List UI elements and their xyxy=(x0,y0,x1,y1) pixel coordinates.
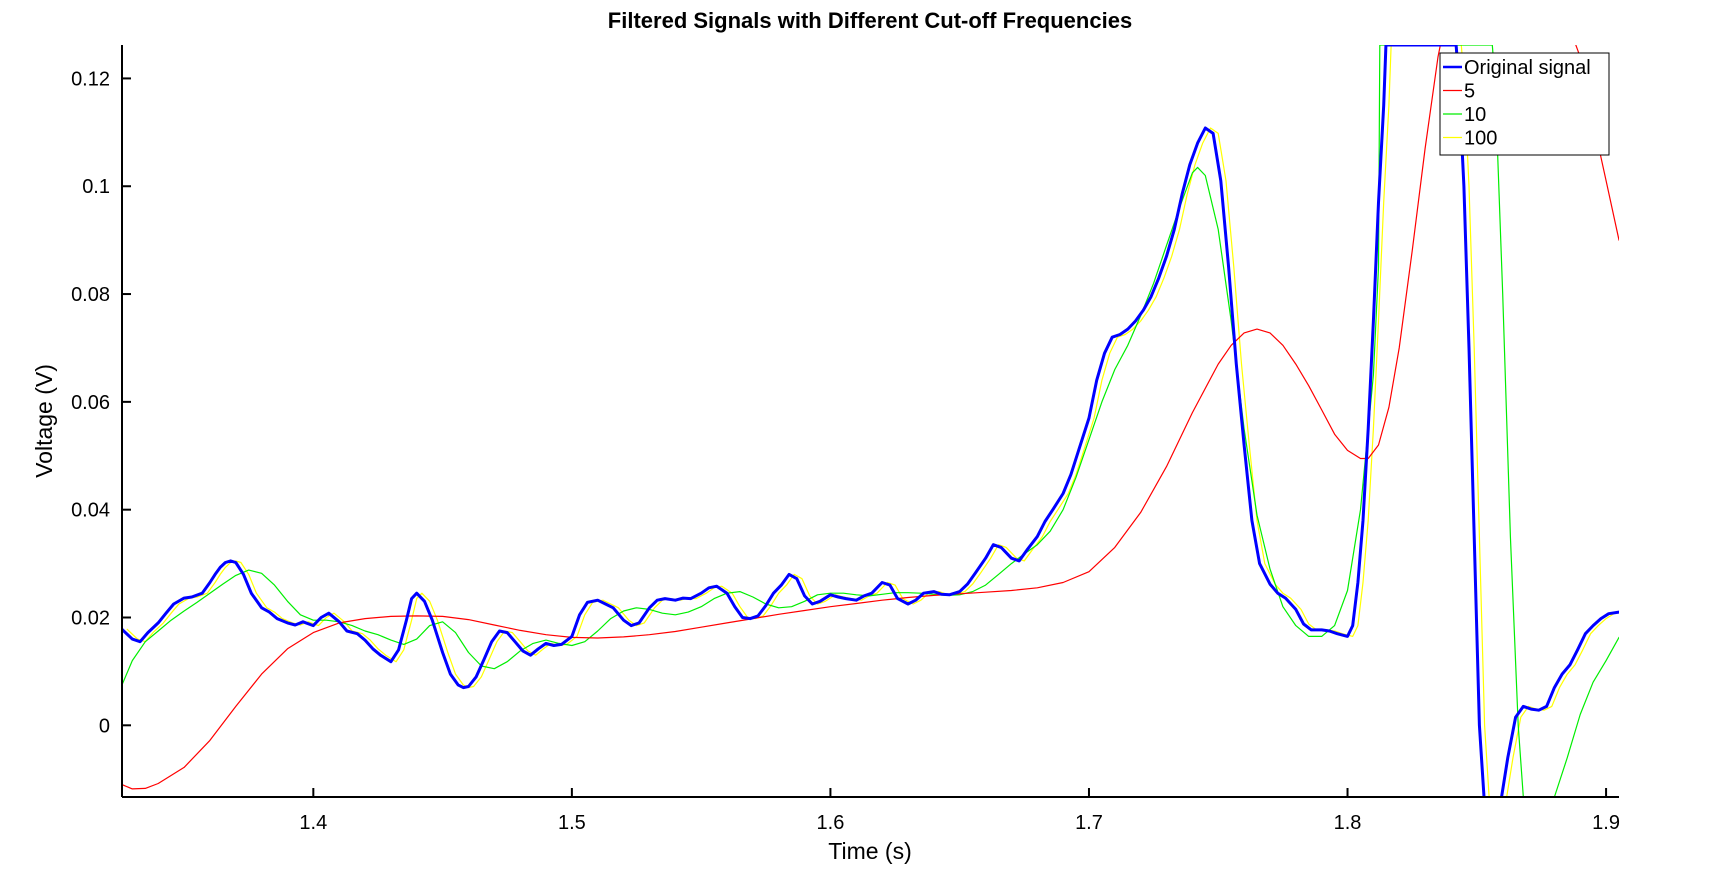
x-tick-label: 1.5 xyxy=(558,812,586,834)
ticks-layer: 1.4 1.5 1.6 1.7 1.8 1.9 0 0.02 0.04 0.06 0.08 0.1 0.… xyxy=(71,68,1620,834)
y-tick-label: 0.08 xyxy=(71,284,110,306)
y-tick-label: 0.04 xyxy=(71,500,110,522)
series-line-1 xyxy=(122,45,1619,790)
y-tick-label: 0 xyxy=(99,715,110,737)
y-tick-label: 0.06 xyxy=(71,392,110,414)
legend-label-1: 5 xyxy=(1464,81,1475,103)
x-tick-label: 1.6 xyxy=(817,812,845,834)
x-tick-label: 1.7 xyxy=(1075,812,1103,834)
legend-label-2: 10 xyxy=(1464,104,1486,126)
series-layer xyxy=(122,45,1619,797)
x-axis-label: Time (s) xyxy=(828,838,911,864)
y-tick-label: 0.1 xyxy=(82,176,110,198)
y-axis-label: Voltage (V) xyxy=(31,364,57,478)
x-tick-label: 1.4 xyxy=(299,812,327,834)
chart-title: Filtered Signals with Different Cut-off … xyxy=(608,8,1132,33)
legend-box xyxy=(1439,52,1610,156)
legend-label-0: Original signal xyxy=(1464,57,1591,79)
axes-layer xyxy=(121,45,1619,798)
series-line-2 xyxy=(122,45,1619,797)
legend-label-3: 100 xyxy=(1464,128,1497,150)
x-tick-label: 1.8 xyxy=(1334,812,1362,834)
y-tick-label: 0.02 xyxy=(71,607,110,629)
series-line-0 xyxy=(122,45,1619,797)
y-tick-label: 0.12 xyxy=(71,68,110,90)
x-tick-label: 1.9 xyxy=(1592,812,1620,834)
series-line-3 xyxy=(126,45,1619,797)
